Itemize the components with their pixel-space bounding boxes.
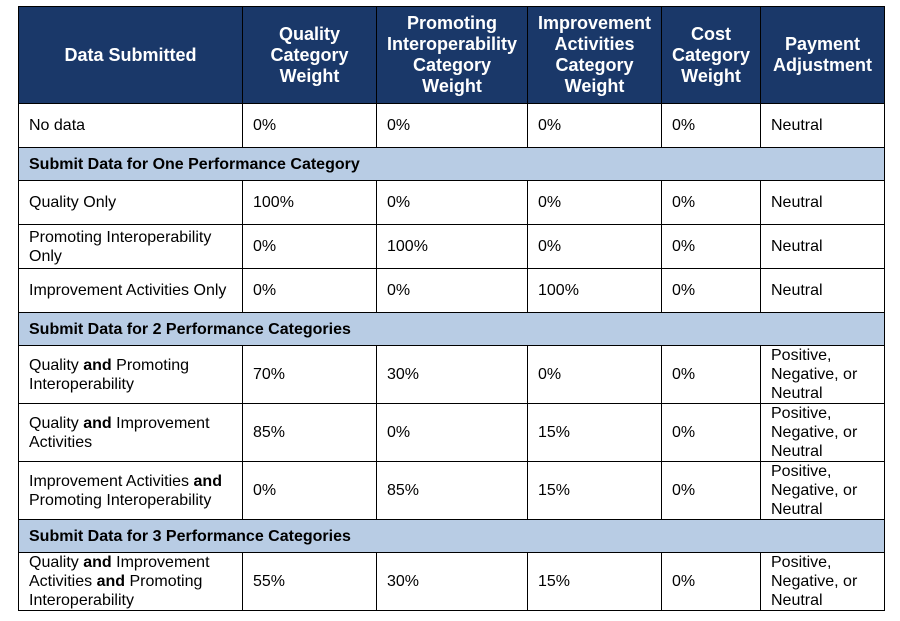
cell-pi: 30% [376,345,528,404]
section-title: Submit Data for 2 Performance Categories [18,312,885,346]
table-row: No data 0% 0% 0% 0% Neutral [18,103,885,148]
cell-pi: 0% [376,403,528,462]
table-row: Promoting Interoperability Only 0% 100% … [18,224,885,269]
cell-pi: 0% [376,180,528,225]
cell-ia: 0% [527,103,662,148]
cell-pi: 100% [376,224,528,269]
header-ia-weight: Improvement Activities Category Weight [527,6,662,104]
section-row: Submit Data for 2 Performance Categories [18,312,885,346]
section-row: Submit Data for 3 Performance Categories [18,519,885,553]
cell-quality: 0% [242,224,377,269]
table-row: Quality and Improvement Activities and P… [18,552,885,611]
label-part: Quality [29,554,79,571]
cell-ia: 15% [527,461,662,520]
label-join: and [193,472,222,490]
section-row: Submit Data for One Performance Category [18,147,885,181]
label-join: and [83,554,112,571]
cell-payment: Positive, Negative, or Neutral [760,552,885,611]
cell-payment: Positive, Negative, or Neutral [760,403,885,462]
cell-pi: 30% [376,552,528,611]
label-part: Improvement Activities [29,472,190,490]
header-quality-weight: Quality Category Weight [242,6,377,104]
table-row: Improvement Activities and Promoting Int… [18,461,885,520]
cell-cost: 0% [661,224,761,269]
section-title: Submit Data for One Performance Category [18,147,885,181]
cell-ia: 0% [527,224,662,269]
cell-payment: Neutral [760,103,885,148]
label-part: Promoting Interoperability [29,356,190,393]
label-join: and [83,414,112,432]
header-row: Data Submitted Quality Category Weight P… [18,6,885,104]
cell-payment: Neutral [760,224,885,269]
header-payment-adjustment: Payment Adjustment [760,6,885,104]
header-cost-weight: Cost Category Weight [661,6,761,104]
table-row: Improvement Activities Only 0% 0% 100% 0… [18,268,885,313]
row-label: Improvement Activities Only [18,268,243,313]
row-label: Quality Only [18,180,243,225]
row-label: No data [18,103,243,148]
row-label: Improvement Activities and Promoting Int… [18,461,243,520]
table-row: Quality and Improvement Activities 85% 0… [18,403,885,462]
cell-quality: 70% [242,345,377,404]
cell-payment: Neutral [760,268,885,313]
header-pi-weight: Promoting Interoperability Category Weig… [376,6,528,104]
table-row: Quality Only 100% 0% 0% 0% Neutral [18,180,885,225]
cell-pi: 0% [376,103,528,148]
row-label: Quality and Improvement Activities [18,403,243,462]
cell-ia: 15% [527,552,662,611]
cell-cost: 0% [661,180,761,225]
cell-cost: 0% [661,268,761,313]
label-part: Improvement Activities [29,414,210,451]
table-row: Quality and Promoting Interoperability 7… [18,345,885,404]
cell-ia: 0% [527,345,662,404]
cell-payment: Neutral [760,180,885,225]
label-part: Quality [29,356,79,374]
section-title: Submit Data for 3 Performance Categories [18,519,885,553]
row-label: Promoting Interoperability Only [18,224,243,269]
cell-quality: 85% [242,403,377,462]
label-part: Improvement Activities [29,554,210,590]
row-label: Quality and Promoting Interoperability [18,345,243,404]
cell-ia: 100% [527,268,662,313]
cell-payment: Positive, Negative, or Neutral [760,345,885,404]
cell-cost: 0% [661,403,761,462]
cell-cost: 0% [661,552,761,611]
label-join: and [83,356,112,374]
cell-quality: 0% [242,103,377,148]
weights-table: Data Submitted Quality Category Weight P… [18,6,885,611]
cell-pi: 85% [376,461,528,520]
cell-quality: 0% [242,268,377,313]
label-part: Promoting Interoperability [29,491,212,509]
label-part: Quality [29,414,79,432]
label-part: Promoting Interoperability [29,573,203,609]
cell-pi: 0% [376,268,528,313]
cell-cost: 0% [661,461,761,520]
cell-cost: 0% [661,103,761,148]
cell-payment: Positive, Negative, or Neutral [760,461,885,520]
cell-quality: 100% [242,180,377,225]
header-data-submitted: Data Submitted [18,6,243,104]
cell-quality: 55% [242,552,377,611]
cell-ia: 0% [527,180,662,225]
label-join: and [96,573,126,590]
cell-cost: 0% [661,345,761,404]
cell-ia: 15% [527,403,662,462]
row-label: Quality and Improvement Activities and P… [18,552,243,611]
cell-quality: 0% [242,461,377,520]
